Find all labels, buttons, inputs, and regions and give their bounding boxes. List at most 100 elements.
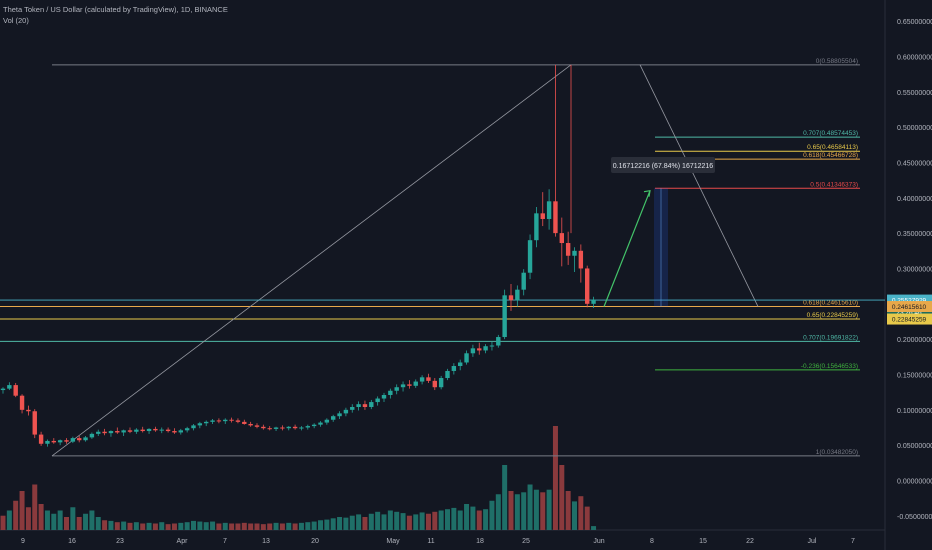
volume-bar [241, 522, 247, 530]
candle-body [305, 426, 310, 428]
candle-body [210, 420, 215, 422]
x-tick-label: May [386, 538, 400, 545]
candle-body [273, 427, 279, 429]
candle-body [248, 423, 253, 426]
fib-level-label: 0.65(0.22845259) [807, 312, 858, 319]
candle-body [204, 421, 209, 424]
volume-bar [508, 491, 514, 530]
volume-bar [381, 514, 387, 530]
candle-body [381, 394, 387, 399]
candle-body [127, 430, 133, 432]
volume-bar [368, 513, 374, 530]
volume-bar [57, 510, 63, 530]
candle-body [496, 337, 501, 346]
volume-bar [51, 513, 57, 530]
fib-level-label: 0.707(0.19691822) [803, 334, 858, 341]
fib-level-label: 0.65(0.46584113) [807, 144, 858, 151]
candle-body [254, 425, 260, 427]
candle-body [96, 431, 101, 434]
volume-bar [483, 509, 489, 530]
candle-body [299, 427, 304, 429]
candle-body [438, 378, 444, 388]
volume-bar [533, 489, 539, 530]
volume-bar [222, 522, 228, 530]
volume-bar [375, 511, 381, 530]
fib-level-label: 0.618(0.24615610) [803, 300, 858, 307]
volume-bar [470, 506, 476, 530]
candle-body [115, 431, 120, 433]
volume-bar [178, 522, 184, 530]
volume-bar [152, 523, 158, 530]
volume-bar [102, 520, 108, 530]
candle-body [261, 426, 266, 429]
volume-bar [318, 520, 323, 530]
candle-body [197, 423, 203, 426]
y-tick-label: 0.60000000 [897, 54, 932, 61]
volume-bar [565, 491, 571, 530]
volume-bar [108, 520, 114, 530]
volume-bar [514, 494, 520, 530]
candle-body [70, 438, 76, 442]
volume-bar [13, 500, 19, 530]
y-tick-label: 0.20000000 [897, 337, 932, 344]
candle-body [77, 438, 82, 441]
volume-bar [279, 523, 285, 530]
candle-body [426, 377, 431, 381]
chart-legend: Theta Token / US Dollar (calculated by T… [3, 4, 228, 26]
volume-bar [337, 517, 343, 530]
candle-body [32, 411, 37, 435]
candle-body [369, 402, 374, 408]
candle-body [108, 431, 114, 434]
fib-level-label: 0.5(0.41346373) [810, 181, 858, 188]
projection-arrow-head [643, 189, 651, 197]
countdown-badge-text: 23:26:46 [896, 310, 922, 317]
candle-body [26, 409, 31, 412]
volume-bar [19, 491, 25, 530]
volume-bar [324, 519, 330, 530]
candle-body [350, 407, 355, 410]
fib65-price-badge-text: 0.22845259 [892, 317, 927, 324]
volume-bar [476, 510, 482, 530]
volume-bar [540, 492, 546, 530]
candle-body [356, 404, 361, 408]
candle-body [489, 345, 495, 347]
x-tick-label: Apr [177, 538, 189, 545]
candle-body [178, 430, 183, 433]
candle-body [64, 440, 69, 442]
candle-body [292, 426, 298, 429]
volume-bar [406, 515, 412, 530]
candle-body [134, 429, 139, 432]
candle-body [458, 362, 463, 367]
volume-bar [419, 512, 425, 530]
volume-bar [349, 515, 355, 530]
candle-body [572, 250, 577, 256]
candle-body [400, 384, 406, 388]
current-price-badge-bg [887, 294, 932, 306]
candle-body [585, 268, 590, 304]
candle-body [38, 434, 44, 444]
candle-body [362, 404, 368, 408]
volume-bar [235, 523, 241, 530]
volume-bar [546, 489, 552, 530]
x-tick-label: 7 [851, 538, 855, 545]
y-tick-label: 0.50000000 [897, 125, 932, 132]
volume-bar [584, 506, 590, 530]
volume-bar [343, 517, 349, 530]
candle-body [375, 398, 380, 403]
candle-body [286, 426, 291, 429]
volume-bar [432, 511, 438, 530]
fib-level-label: 1(0.03482050) [816, 449, 858, 456]
volume-bar [559, 465, 565, 530]
y-tick-label: 0.40000000 [897, 196, 932, 203]
volume-bar [121, 521, 127, 530]
volume-bar [32, 484, 38, 530]
candle-body [159, 429, 164, 431]
volume-bar [146, 522, 152, 530]
candle-body [229, 419, 234, 421]
volume-bar [362, 517, 368, 530]
symbol-title: Theta Token / US Dollar (calculated by T… [3, 5, 228, 14]
x-tick-label: 20 [311, 538, 319, 545]
y-tick-label: -0.05000000 [897, 514, 932, 521]
y-tick-label: 0.10000000 [897, 408, 932, 415]
